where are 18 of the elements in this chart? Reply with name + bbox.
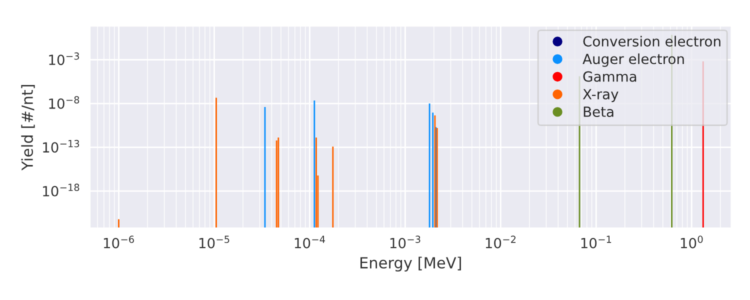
y-tick-label: 10$^{−18}$	[43, 184, 80, 196]
x-tick-label: 10$^{−5}$	[199, 236, 230, 248]
x-tick-label: 10$^{−6}$	[104, 236, 134, 248]
legend-label: Conversion electron	[583, 36, 720, 47]
y-tick-label: 10$^{−3}$	[49, 52, 79, 66]
y-axis-title: Yield [#/nt]	[21, 84, 35, 170]
x-tick-label: 10$^{0}$	[680, 236, 703, 248]
legend-label: Auger electron	[582, 53, 684, 67]
legend-label: X-ray	[582, 89, 618, 102]
legend-label: Beta	[584, 106, 614, 118]
y-tick-label: 10$^{−8}$	[49, 96, 80, 109]
x-tick-label: 10$^{−3}$	[390, 236, 420, 248]
x-tick-label: 10$^{−4}$	[294, 236, 325, 248]
x-axis-title: Energy [MeV]	[360, 256, 461, 272]
x-tick-label: 10$^{−1}$	[581, 236, 612, 248]
y-tick-label: 10$^{−13}$	[43, 140, 80, 153]
x-tick-label: 10$^{−2}$	[486, 236, 516, 248]
legend-label: Gamma	[583, 71, 636, 82]
